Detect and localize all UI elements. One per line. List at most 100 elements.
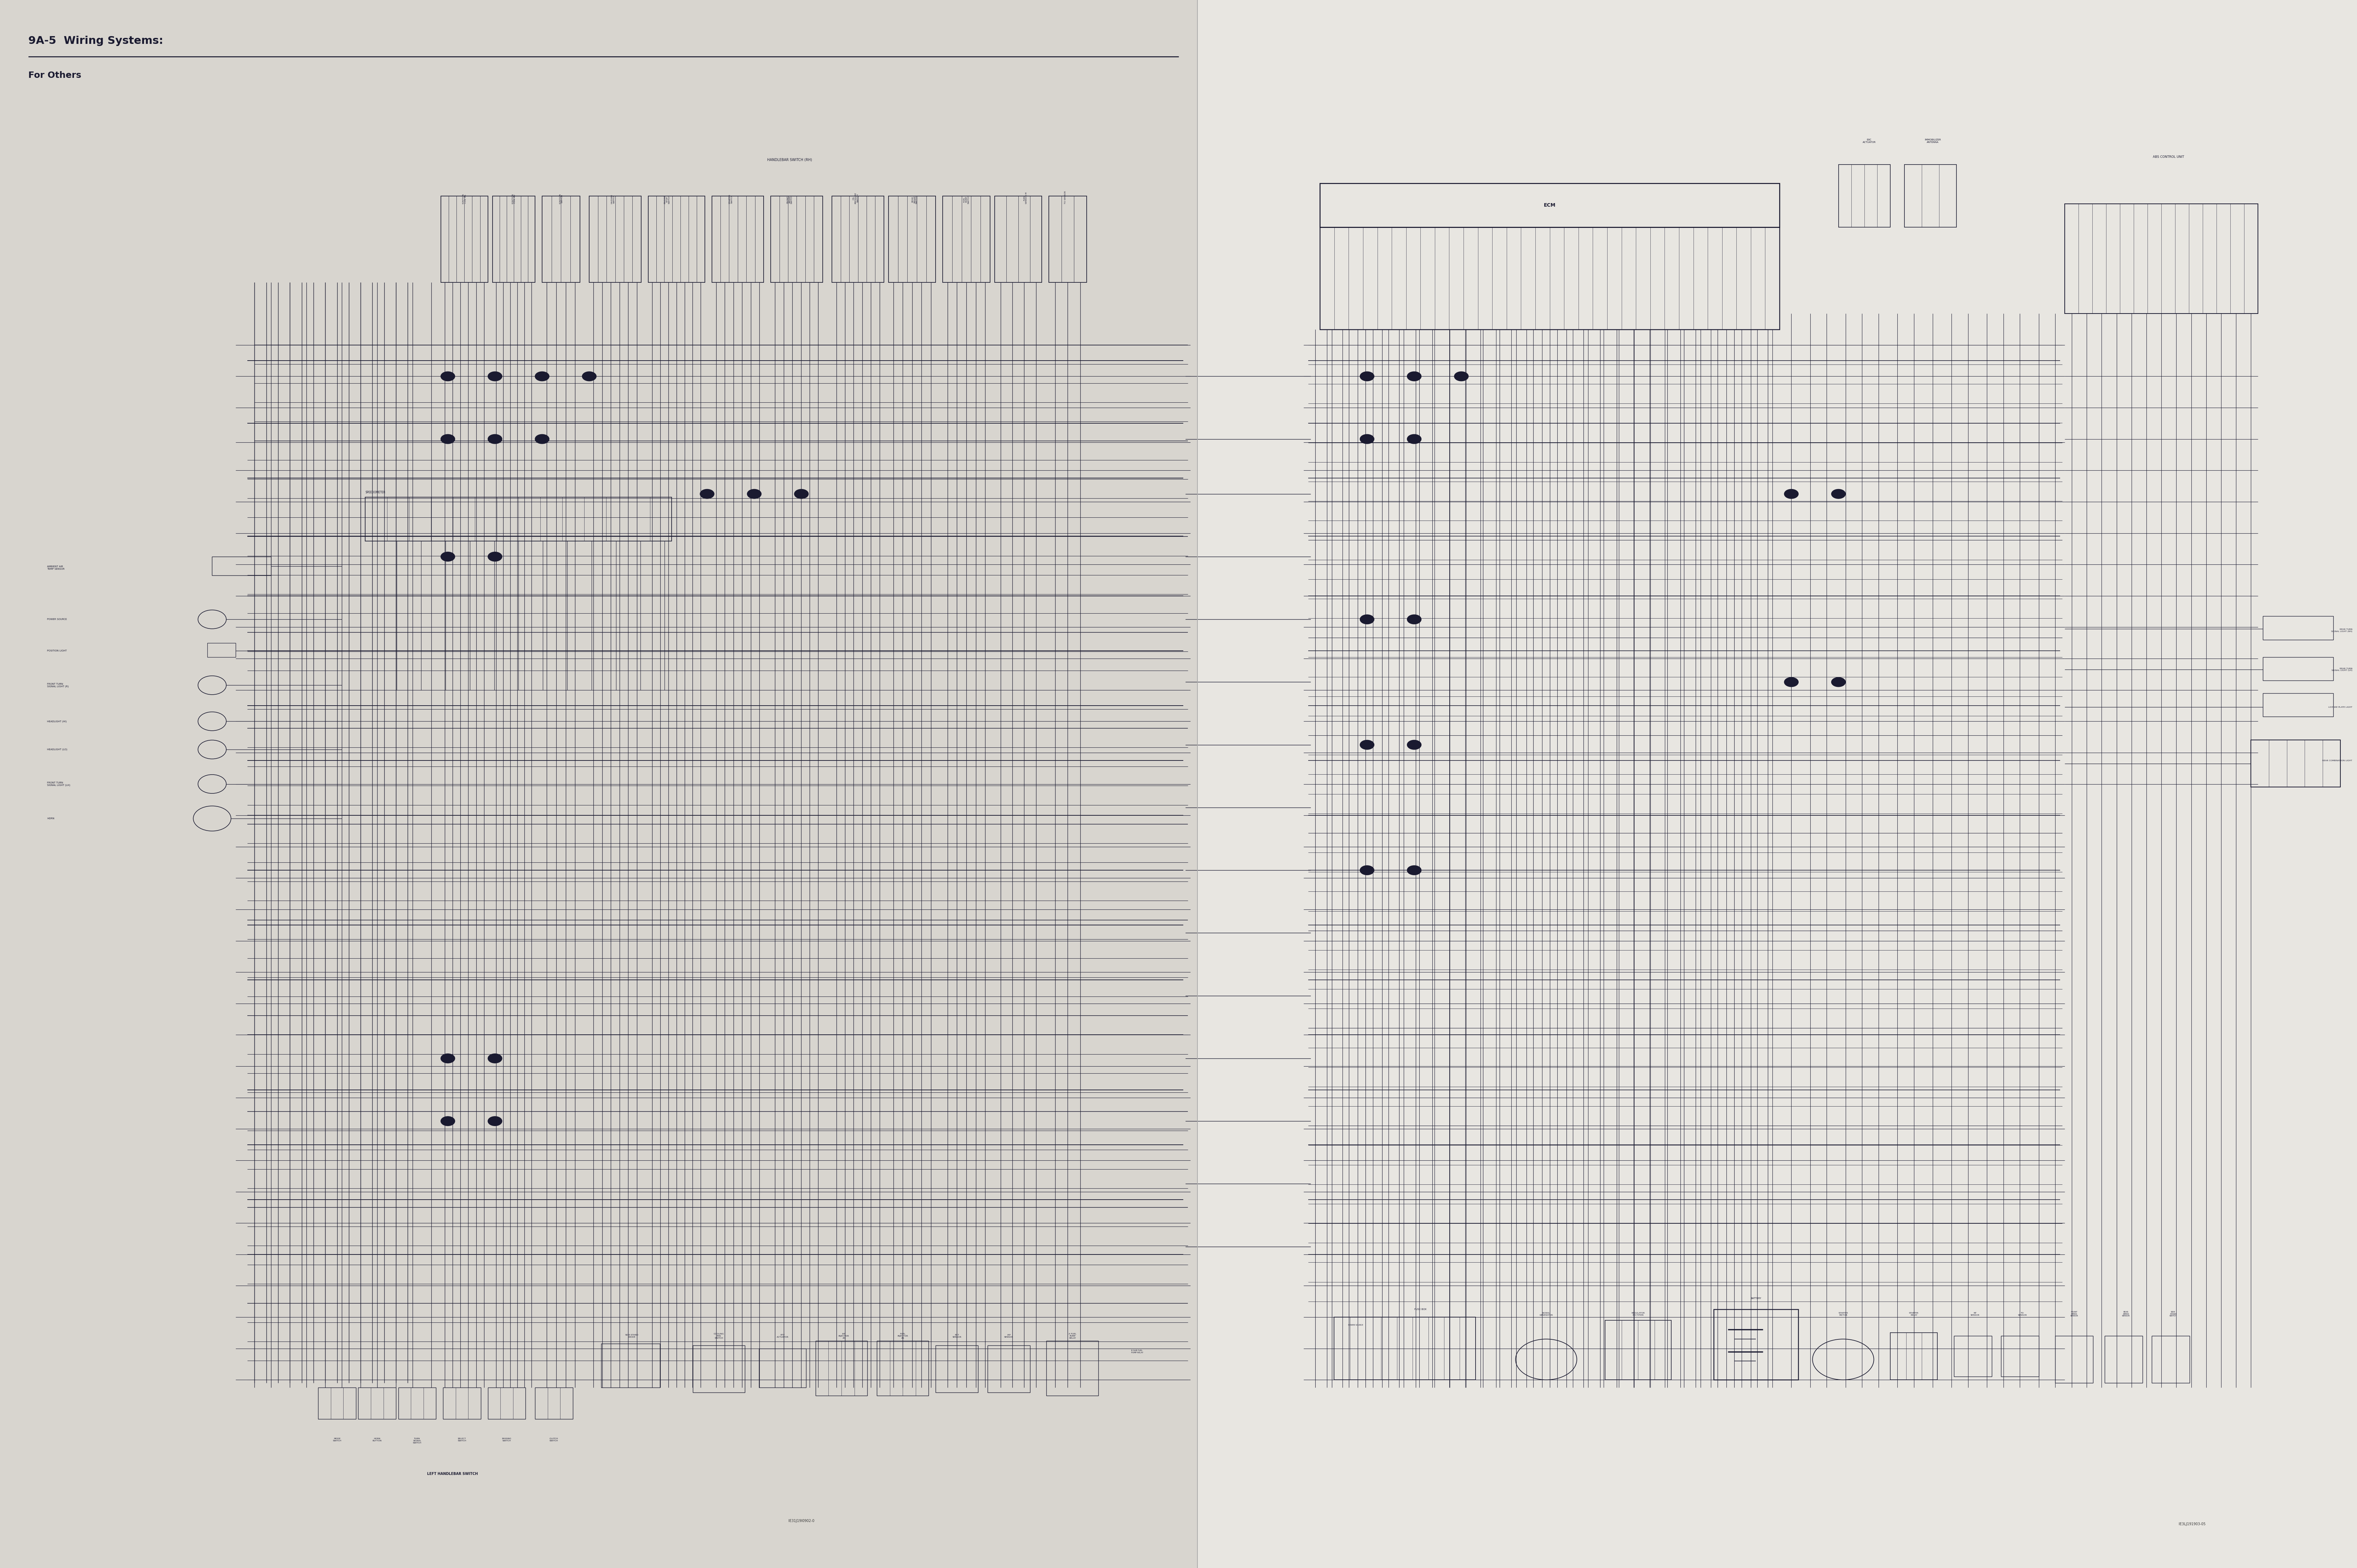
Circle shape (582, 372, 596, 381)
Text: OIL
PRESSURE
SWITCH: OIL PRESSURE SWITCH (853, 193, 858, 204)
Bar (601, 1344, 660, 1388)
Circle shape (1407, 434, 1421, 444)
Text: TO
SENSOR: TO SENSOR (2018, 1312, 2027, 1316)
Text: STARTER
MOTOR: STARTER MOTOR (1838, 1312, 1848, 1316)
Bar (988, 1345, 1030, 1392)
Bar (1605, 1320, 1671, 1380)
Text: FRONT
BRAKE
SWITCH: FRONT BRAKE SWITCH (787, 194, 792, 204)
Circle shape (1784, 489, 1798, 499)
Bar (2065, 204, 2258, 314)
Text: ENGINE
STOP
SWITCH: ENGINE STOP SWITCH (665, 194, 669, 204)
Text: HEADLIGHT (LO): HEADLIGHT (LO) (47, 748, 68, 751)
Text: IGNITION
COIL #2: IGNITION COIL #2 (511, 193, 516, 204)
Text: REAR
BRAKE
SWITCH: REAR BRAKE SWITCH (912, 194, 917, 204)
Bar (889, 196, 936, 282)
Text: FUEL
INJECTOR
#1: FUEL INJECTOR #1 (898, 1333, 907, 1339)
Bar (832, 196, 884, 282)
Circle shape (700, 489, 714, 499)
Bar (542, 196, 580, 282)
Text: REAR TURN
SIGNAL LIGHT (LH): REAR TURN SIGNAL LIGHT (LH) (2331, 668, 2352, 671)
Circle shape (488, 372, 502, 381)
Text: STARTER
SWITCH: STARTER SWITCH (728, 194, 733, 204)
Text: FUEL
PUMP
SWITCH: FUEL PUMP SWITCH (964, 194, 969, 204)
Text: ABS CONTROL UNIT: ABS CONTROL UNIT (2152, 155, 2185, 158)
Bar (771, 196, 823, 282)
Text: SIDE
STAND
SWITCH: SIDE STAND SWITCH (2168, 1311, 2178, 1317)
Text: COOLING
FAN
SWITCH: COOLING FAN SWITCH (714, 1333, 724, 1339)
Bar (995, 196, 1042, 282)
Text: FRONT TURN
SIGNAL LIGHT (LH): FRONT TURN SIGNAL LIGHT (LH) (47, 781, 71, 787)
Text: TURN
SIGNAL
SWITCH: TURN SIGNAL SWITCH (412, 1438, 422, 1444)
Text: REAR TURN
SIGNAL LIGHT (RH): REAR TURN SIGNAL LIGHT (RH) (2331, 629, 2352, 632)
Bar (2055, 1336, 2093, 1383)
Text: ECT
SENSOR: ECT SENSOR (952, 1334, 962, 1338)
Text: FRONT
SPEED
SENSOR: FRONT SPEED SENSOR (2069, 1311, 2079, 1317)
Bar (1904, 165, 1956, 227)
Bar (535, 1388, 573, 1419)
Text: MODE
SWITCH: MODE SWITCH (332, 1438, 342, 1441)
Circle shape (1360, 866, 1374, 875)
Bar (358, 1388, 396, 1419)
Circle shape (747, 489, 761, 499)
Text: HANDLEBAR SWITCH (RH): HANDLEBAR SWITCH (RH) (766, 158, 813, 162)
Bar (2105, 1336, 2143, 1383)
Bar (816, 1341, 867, 1396)
Bar (1954, 1336, 1992, 1377)
Circle shape (441, 552, 455, 561)
Text: A FUEL
PUMP
RELAY: A FUEL PUMP RELAY (1068, 1333, 1077, 1339)
Bar (1197, 0, 2357, 1568)
Text: PASSING
SWITCH: PASSING SWITCH (502, 1438, 511, 1441)
Text: NT
SENSOR: NT SENSOR (1970, 1312, 1980, 1316)
Bar (712, 196, 764, 282)
Text: FUEL
SENSOR M: FUEL SENSOR M (1023, 193, 1028, 204)
Text: POSITION LIGHT: POSITION LIGHT (47, 649, 66, 652)
Bar (936, 1345, 978, 1392)
Bar (2263, 657, 2333, 681)
Text: ECM: ECM (1544, 202, 1556, 209)
Text: B SUB FUEL
PUMP RELAY: B SUB FUEL PUMP RELAY (1131, 1350, 1143, 1353)
Text: REAR COMBINATION LIGHT: REAR COMBINATION LIGHT (2322, 759, 2352, 762)
Text: AMBIENT AIR
TEMP SENSOR: AMBIENT AIR TEMP SENSOR (47, 566, 64, 569)
Bar (441, 196, 488, 282)
Text: ETV
ACTUATOR: ETV ACTUATOR (775, 1334, 790, 1338)
Bar (2001, 1336, 2039, 1377)
Bar (207, 643, 236, 657)
Text: SPEEDOMETER: SPEEDOMETER (365, 491, 387, 494)
Text: REGULATOR
RECTIFIER: REGULATOR RECTIFIER (1631, 1312, 1645, 1316)
Circle shape (488, 552, 502, 561)
Bar (2152, 1336, 2190, 1383)
Text: CLUTCH
SWITCH: CLUTCH SWITCH (549, 1438, 559, 1441)
Text: IMMOBILIZER
ANTENNA: IMMOBILIZER ANTENNA (1926, 140, 1940, 143)
Bar (1320, 227, 1780, 329)
Text: SIDE-STAND
DIODE: SIDE-STAND DIODE (625, 1334, 639, 1338)
Circle shape (1831, 489, 1846, 499)
Text: HORN: HORN (47, 817, 54, 820)
Text: FUSE BOX: FUSE BOX (1414, 1308, 1426, 1311)
Bar (1047, 1341, 1098, 1396)
Circle shape (441, 372, 455, 381)
Text: For Others: For Others (28, 71, 80, 80)
Bar (398, 1388, 436, 1419)
Text: POWER SOURCE: POWER SOURCE (47, 618, 66, 621)
Bar (943, 196, 990, 282)
Bar (2263, 616, 2333, 640)
Circle shape (1360, 615, 1374, 624)
Bar (1838, 165, 1890, 227)
Circle shape (535, 372, 549, 381)
Bar (1334, 1317, 1475, 1380)
Text: IE3LJ191903-05: IE3LJ191903-05 (2178, 1523, 2206, 1526)
Text: BATTERY: BATTERY (1751, 1297, 1761, 1300)
Bar (2263, 693, 2333, 717)
Circle shape (488, 1116, 502, 1126)
Bar (488, 1388, 526, 1419)
Text: LEFT HANDLEBAR SWITCH: LEFT HANDLEBAR SWITCH (427, 1472, 478, 1475)
Bar (589, 196, 641, 282)
Circle shape (1454, 372, 1468, 381)
Circle shape (441, 1054, 455, 1063)
Text: IAP
INJECTOR
#1: IAP INJECTOR #1 (839, 1333, 849, 1339)
Circle shape (488, 1054, 502, 1063)
Text: IGNITION
COIL #1: IGNITION COIL #1 (462, 193, 467, 204)
Circle shape (488, 434, 502, 444)
Circle shape (1784, 677, 1798, 687)
Text: IE31J19I0902-0: IE31J19I0902-0 (787, 1519, 816, 1523)
